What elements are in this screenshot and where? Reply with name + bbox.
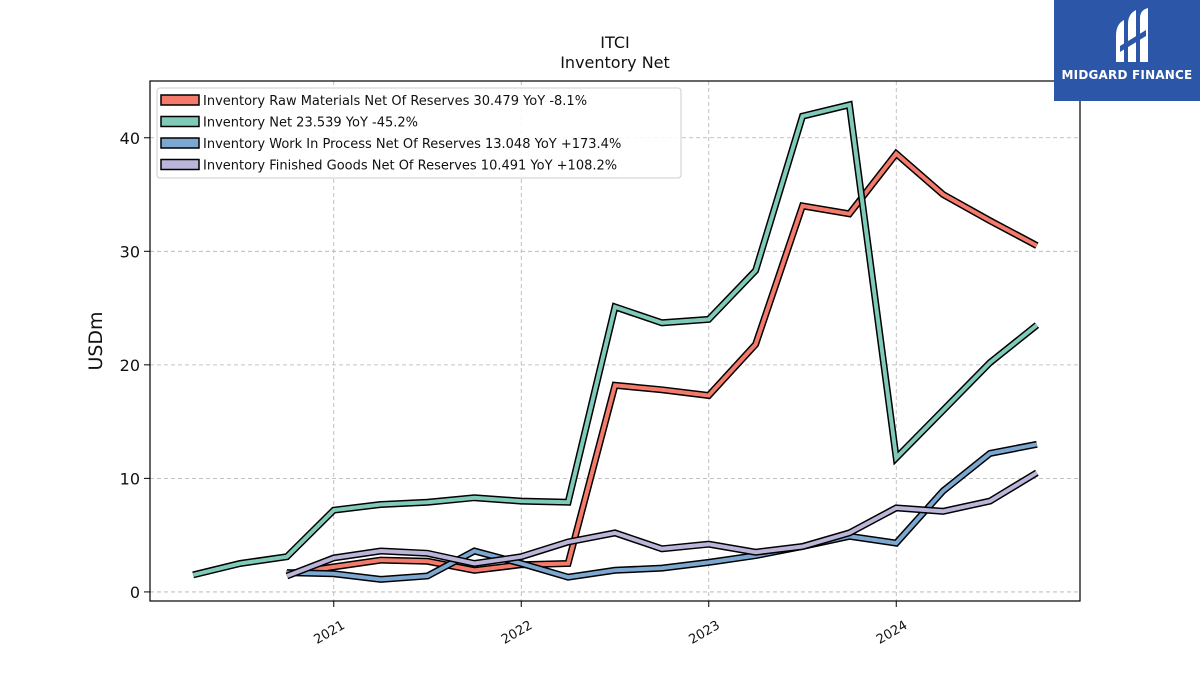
y-tick-label: 0 xyxy=(130,583,140,602)
series-stroke xyxy=(286,150,1038,576)
series-stroke xyxy=(286,470,1038,578)
series-line-1 xyxy=(192,100,1040,579)
series-stroke xyxy=(192,102,1039,577)
legend-box xyxy=(156,87,682,179)
legend-label: Inventory Work In Process Net Of Reserve… xyxy=(203,137,621,152)
series-line-0 xyxy=(286,148,1039,578)
brand-logo-text: MIDGARD FINANCE xyxy=(1061,68,1193,82)
series-layer xyxy=(192,100,1040,583)
legend-swatch xyxy=(160,137,200,149)
legend-swatch xyxy=(160,158,200,171)
series-line-2 xyxy=(286,440,1038,583)
series-line-3 xyxy=(285,469,1039,580)
y-axis-label: USDm xyxy=(85,311,107,370)
x-axis: 2021 2022 2023 2024 xyxy=(312,601,910,648)
y-tick-label: 20 xyxy=(120,356,140,375)
y-tick-label: 10 xyxy=(120,469,140,488)
midgard-logo-icon xyxy=(1116,8,1148,62)
series-stroke xyxy=(286,442,1038,582)
x-tick-label: 2022 xyxy=(499,618,535,648)
y-tick-label: 30 xyxy=(120,242,140,261)
legend-swatch xyxy=(160,115,200,128)
chart-subtitle: Inventory Net xyxy=(560,53,670,72)
plot-frame xyxy=(149,80,1081,602)
x-tick-label: 2023 xyxy=(687,618,723,648)
legend-swatch xyxy=(160,94,200,106)
y-axis: 0 10 20 30 40 xyxy=(120,129,150,602)
y-tick-label: 40 xyxy=(120,129,140,148)
legend: Inventory Raw Materials Net Of Reserves … xyxy=(156,87,682,179)
x-tick-label: 2021 xyxy=(312,618,348,648)
chart-title: ITCI xyxy=(600,33,629,52)
legend-label: Inventory Net 23.539 YoY -45.2% xyxy=(203,116,418,131)
x-tick-label: 2024 xyxy=(874,618,910,648)
legend-label: Inventory Finished Goods Net Of Reserves… xyxy=(203,159,617,174)
brand-logo: MIDGARD FINANCE xyxy=(1054,0,1200,101)
legend-label: Inventory Raw Materials Net Of Reserves … xyxy=(203,94,587,109)
